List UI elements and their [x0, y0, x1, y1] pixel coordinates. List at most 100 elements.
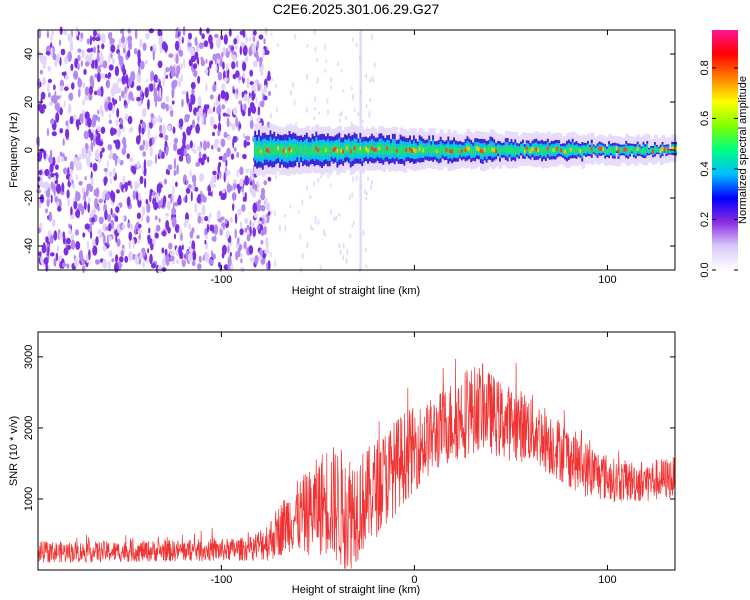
spectrogram-signal-track — [254, 122, 677, 177]
spectrogram-ytick-label: -40 — [23, 238, 35, 254]
noise-speck — [249, 257, 255, 262]
noise-speck — [204, 216, 209, 222]
noise-speck — [251, 42, 257, 54]
noise-speck — [97, 65, 101, 75]
noise-speck — [146, 78, 149, 83]
noise-speck — [194, 203, 198, 213]
noise-speck — [263, 38, 266, 45]
noise-speck — [220, 138, 226, 148]
noise-speck — [169, 251, 175, 256]
noise-speck — [244, 175, 249, 186]
noise-speck — [186, 126, 192, 136]
track-core — [426, 146, 431, 154]
noise-speck — [158, 184, 163, 189]
noise-speck — [152, 115, 157, 125]
noise-speck — [264, 197, 268, 208]
track-core — [416, 148, 421, 156]
noise-speck — [365, 197, 368, 201]
snr-ytick-label: 1000 — [23, 487, 35, 511]
noise-speck — [344, 115, 347, 121]
noise-speck — [148, 227, 151, 234]
noise-speck — [130, 184, 133, 189]
noise-speck — [67, 51, 72, 62]
noise-speck — [200, 56, 204, 62]
noise-speck — [314, 46, 317, 54]
noise-speck — [165, 95, 170, 103]
noise-speck — [111, 258, 115, 263]
noise-speck — [261, 88, 264, 96]
noise-speck — [74, 257, 79, 268]
noise-speck — [270, 113, 272, 119]
noise-speck — [117, 77, 122, 83]
noise-speck — [284, 225, 287, 232]
noise-speck — [218, 113, 221, 123]
noise-speck — [126, 196, 131, 207]
noise-speck — [95, 135, 101, 146]
noise-speck — [54, 195, 59, 203]
noise-speck — [214, 138, 219, 149]
noise-speck — [84, 86, 90, 97]
noise-speck — [105, 73, 108, 79]
noise-speck — [122, 215, 125, 222]
track-peak — [590, 146, 595, 151]
track-peak — [525, 146, 530, 151]
noise-speck — [267, 176, 272, 182]
noise-speck — [192, 143, 196, 149]
noise-speck — [262, 48, 265, 58]
noise-speck — [173, 143, 178, 152]
noise-speck — [222, 61, 225, 70]
noise-speck — [81, 49, 85, 59]
noise-speck — [88, 249, 91, 261]
noise-speck — [252, 178, 256, 190]
noise-speck — [138, 223, 142, 229]
noise-speck — [151, 262, 156, 269]
noise-speck — [233, 179, 237, 184]
noise-speck — [197, 215, 202, 224]
noise-speck — [185, 114, 191, 119]
noise-speck — [169, 255, 175, 262]
noise-speck — [174, 40, 180, 51]
noise-speck — [127, 35, 133, 43]
noise-speck — [201, 193, 205, 202]
noise-speck — [217, 94, 221, 102]
noise-speck — [54, 164, 59, 170]
noise-speck — [212, 53, 217, 61]
noise-speck — [139, 38, 143, 48]
noise-speck — [365, 264, 368, 269]
noise-speck — [294, 33, 297, 40]
noise-speck — [365, 73, 368, 79]
noise-speck — [82, 264, 85, 274]
noise-speck — [48, 211, 53, 222]
noise-speck — [267, 210, 271, 216]
noise-speck — [58, 231, 64, 240]
noise-speck — [137, 75, 142, 84]
noise-speck — [267, 260, 271, 271]
noise-speck — [129, 223, 134, 231]
noise-speck — [114, 215, 119, 222]
noise-speck — [256, 202, 262, 212]
noise-speck — [105, 191, 110, 201]
noise-speck — [91, 217, 95, 223]
noise-speck — [235, 88, 239, 95]
noise-speck — [98, 198, 103, 204]
noise-speck — [270, 32, 273, 36]
noise-speck — [257, 199, 262, 205]
noise-speck — [125, 74, 129, 85]
noise-speck — [171, 71, 175, 78]
noise-speck — [142, 139, 146, 146]
noise-speck — [172, 202, 175, 214]
noise-speck — [198, 157, 204, 163]
noise-speck — [59, 128, 63, 134]
noise-speck — [61, 71, 66, 76]
noise-speck — [162, 77, 165, 87]
snr-ytick-label: 2000 — [23, 416, 35, 440]
noise-speck — [330, 208, 333, 215]
noise-speck — [243, 93, 248, 103]
noise-speck — [339, 118, 342, 124]
noise-speck — [189, 47, 195, 56]
track-core — [273, 143, 278, 156]
noise-speck — [165, 220, 170, 231]
track-peak — [284, 149, 289, 153]
noise-speck — [109, 36, 113, 46]
noise-speck — [245, 141, 251, 146]
